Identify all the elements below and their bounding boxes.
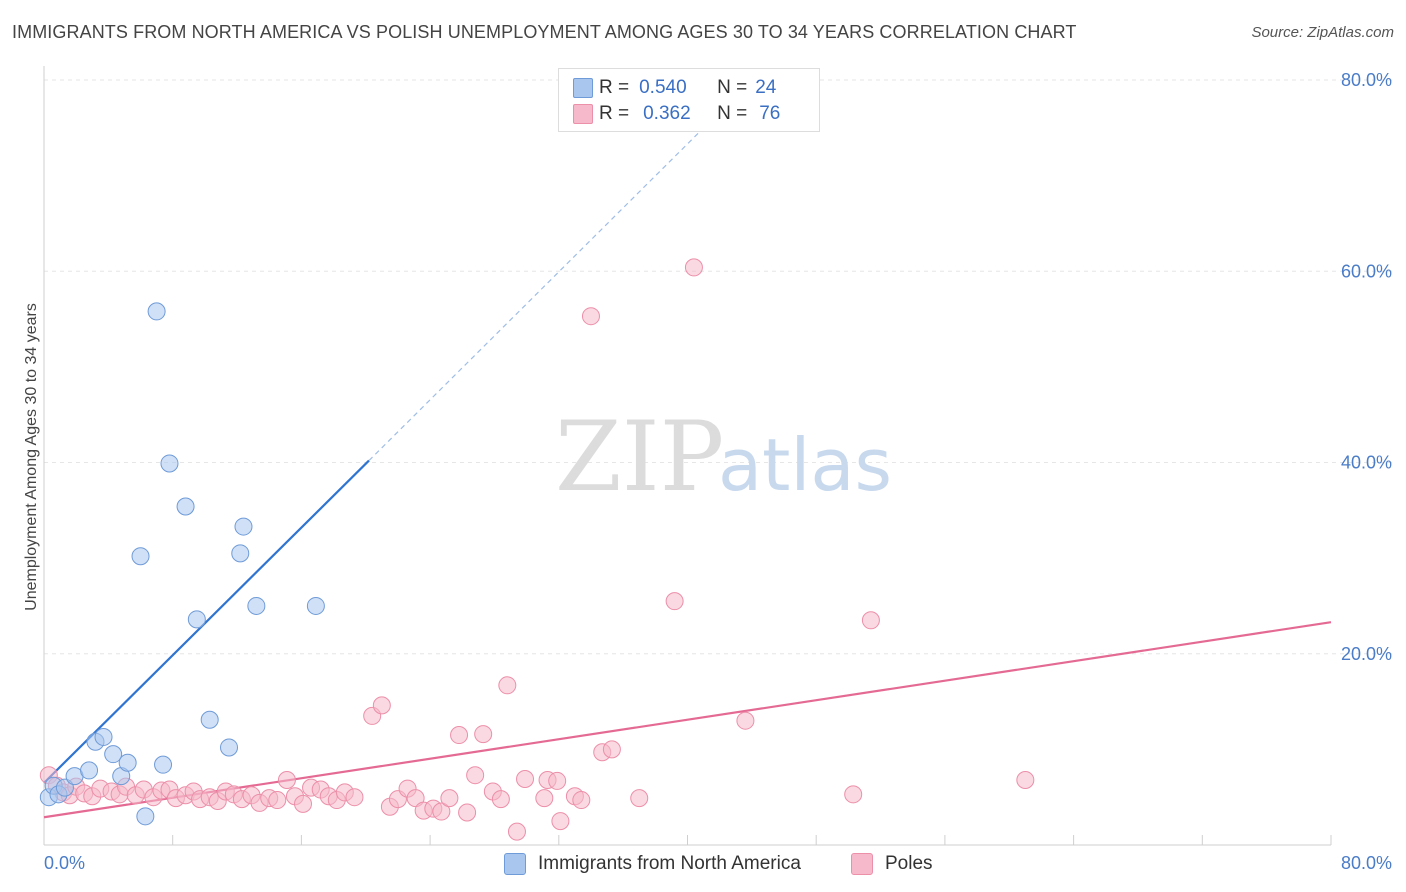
point-poles [268,791,287,810]
point-north-america [80,761,99,780]
point-north-america [231,544,250,563]
point-north-america [55,778,74,797]
trend-line-north-america-extension [368,103,729,462]
point-poles [491,790,510,809]
chart-source: Source: ZipAtlas.com [1251,24,1394,41]
x-tick-label: 80.0% [1341,853,1392,873]
point-poles [474,725,493,744]
watermark: ZIP atlas [555,401,892,513]
point-poles [736,711,755,730]
point-poles [1016,770,1035,789]
point-poles [432,802,451,821]
legend-n-value: 24 [755,77,777,98]
point-north-america [220,738,239,757]
point-poles [516,770,535,789]
bottom-legend-poles: Poles [851,852,933,876]
y-tick-label: 80.0% [1341,70,1392,90]
y-tick-label: 20.0% [1341,644,1392,664]
point-poles [498,676,517,695]
point-north-america [176,497,195,516]
point-poles [372,696,391,715]
point-poles [844,785,863,804]
point-poles [861,611,880,630]
data-points [39,258,1035,841]
point-poles [345,788,364,807]
point-poles [548,771,567,790]
point-north-america [247,596,266,615]
point-north-america [104,745,123,764]
point-poles [466,766,485,785]
bottom-legend-swatch-blue [504,853,526,875]
bottom-legend-label: Immigrants from North America [538,853,801,874]
point-north-america [306,596,325,615]
legend-row-north-america: R = 0.540 N = 24 [573,77,777,99]
y-tick-label: 60.0% [1341,261,1392,281]
point-north-america [200,710,219,729]
point-north-america [131,547,150,566]
watermark-atlas: atlas [718,423,892,507]
point-north-america [136,807,155,826]
axes [43,66,1332,846]
point-north-america [187,610,206,629]
point-north-america [94,727,113,746]
point-north-america [154,755,173,774]
point-poles [572,791,591,810]
watermark-zip: ZIP [555,401,724,513]
trend-line-north-america [43,459,370,784]
point-poles [440,789,459,808]
point-poles [277,770,296,789]
point-poles [581,307,600,326]
point-poles [551,812,570,831]
y-tick-label: 40.0% [1341,453,1392,473]
legend-n-label: N = [717,77,748,98]
legend-row-poles: R = 0.362 N = 76 [573,103,781,125]
point-poles [458,803,477,822]
legend-r-label: R = [599,77,630,98]
legend-swatch-pink [573,104,593,124]
point-poles [665,592,684,611]
legend-r-label: R = [599,103,630,124]
trend-lines [43,103,1332,819]
legend-r-value: 0.540 [639,77,687,98]
chart-title: IMMIGRANTS FROM NORTH AMERICA VS POLISH … [12,22,1077,42]
trend-line-poles [43,621,1332,819]
legend: R = 0.540 N = 24 R = 0.362 N = 76 [558,68,820,132]
legend-swatch-blue [573,78,593,98]
grid-lines [44,79,1392,655]
legend-n-label: N = [717,103,748,124]
bottom-legend-label: Poles [885,853,933,874]
point-north-america [234,517,253,536]
point-poles [507,822,526,841]
bottom-legend-swatch-pink [851,853,873,875]
point-poles [535,789,554,808]
x-tick-label: 0.0% [44,853,85,873]
point-poles [602,740,621,759]
y-axis-label: Unemployment Among Ages 30 to 34 years [23,303,40,611]
legend-r-value: 0.362 [643,103,691,124]
point-poles [294,794,313,813]
point-poles [450,726,469,745]
point-poles [630,789,649,808]
point-north-america [118,753,137,772]
tick-labels: 20.0% 40.0% 60.0% 80.0% 0.0% 80.0% [44,70,1392,873]
point-north-america [147,302,166,321]
legend-n-value: 76 [759,103,781,124]
bottom-legend-north-america: Immigrants from North America [504,852,801,876]
point-north-america [160,454,179,473]
point-poles [684,258,703,277]
